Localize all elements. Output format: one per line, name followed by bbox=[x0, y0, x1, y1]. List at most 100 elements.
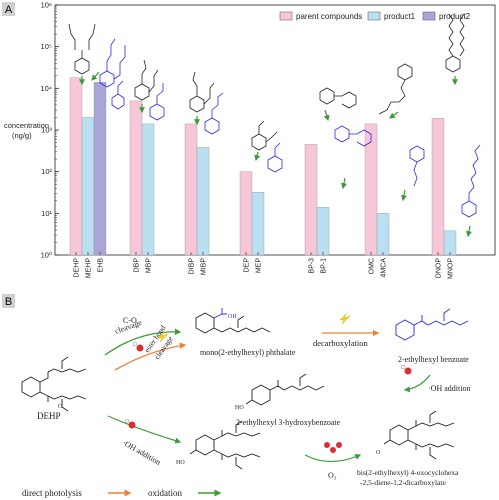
hydroxyl-radical-icon-3 bbox=[128, 421, 136, 429]
dehp-label: DEHP bbox=[37, 411, 61, 421]
panel-b-label: B bbox=[5, 296, 12, 308]
x-category-label: DEP bbox=[244, 258, 251, 273]
legend-swatch-parent bbox=[279, 11, 293, 21]
structure-mbp bbox=[149, 83, 165, 121]
mehp-acid-group bbox=[213, 308, 227, 319]
dehp-o-label: O bbox=[58, 404, 63, 410]
bar-4mca bbox=[376, 213, 390, 256]
structure-oxo-product bbox=[383, 410, 455, 460]
x-category-label: MEP bbox=[256, 258, 263, 274]
arrow-ester-cleavage bbox=[114, 342, 187, 371]
x-axis-labels: DEHP MEHP EHB DBP MBP DIBP MIBP DEP MEP BP-3 BP-1 O… bbox=[74, 252, 455, 279]
legend-swatch-product1 bbox=[367, 11, 381, 21]
y-tick-label: 10¹ bbox=[41, 209, 52, 218]
x-category-label: OMC bbox=[369, 258, 376, 274]
bar-mehp bbox=[81, 117, 95, 256]
lightning-icon bbox=[157, 331, 169, 343]
x-category-label: MBP bbox=[146, 258, 153, 274]
bar-omc bbox=[364, 123, 378, 256]
co-cleavage-label: C-O bbox=[123, 316, 137, 325]
oh-addition-right-label: ·OH addition bbox=[428, 384, 470, 393]
panel-b-tag-bg bbox=[2, 294, 15, 308]
x-category-label: 4MCA bbox=[381, 258, 388, 278]
legend-oxidation-label: oxidation bbox=[148, 488, 182, 498]
structure-mnop bbox=[461, 144, 481, 218]
ozone-atom-icon-2 bbox=[330, 447, 336, 453]
arrow-oh-addition-left bbox=[107, 415, 182, 444]
bar-chart: 10⁰ 10¹ 10² 10³ 10⁴ 10⁵ 10⁶ concentration (ng/… bbox=[4, 1, 496, 279]
structure-mehp-scheme bbox=[195, 312, 271, 334]
y-axis-label-line2: (ng/g) bbox=[12, 131, 32, 140]
oxo-label-line2: -2,5-diene-1,2-dicarboxylate bbox=[360, 478, 446, 487]
y-axis-label-line1: concentration bbox=[4, 121, 49, 130]
structure-dibp bbox=[189, 71, 215, 113]
arrow-bp1 bbox=[340, 177, 347, 190]
structure-bp1 bbox=[334, 125, 372, 147]
y-tick-label: 10⁰ bbox=[41, 251, 52, 260]
bar-dbp bbox=[129, 100, 143, 256]
hydrogen-atom-icon-3 bbox=[124, 418, 130, 424]
arrow-ozone bbox=[304, 454, 362, 463]
bar-mep bbox=[251, 192, 265, 256]
structure-mehp-ehb bbox=[99, 38, 126, 110]
arrow-bp3 bbox=[323, 109, 330, 122]
arrow-mnop bbox=[465, 225, 472, 238]
structure-mibp bbox=[204, 92, 224, 135]
lightning-icon-2 bbox=[339, 313, 351, 325]
y-tick-label: 10⁵ bbox=[41, 42, 52, 51]
bar-dibp bbox=[184, 123, 198, 256]
bar-mibp bbox=[196, 147, 210, 256]
bar-dnop bbox=[431, 118, 445, 256]
panel-a-tag-bg bbox=[2, 2, 15, 16]
bar-bp-3 bbox=[304, 144, 318, 256]
structure-dbp bbox=[134, 59, 159, 101]
hydrogen-atom-icon-2 bbox=[400, 364, 406, 370]
x-category-label: MEHP bbox=[86, 258, 93, 279]
y-tick-label: 10² bbox=[41, 167, 52, 176]
structure-dehp bbox=[68, 23, 96, 75]
legend: parent compounds product1 product2 bbox=[279, 11, 471, 21]
bar-dep bbox=[239, 171, 253, 256]
legend-label-product2: product2 bbox=[439, 12, 471, 21]
arrow-oh-addition-right bbox=[403, 374, 431, 393]
x-category-label: BP-1 bbox=[321, 258, 328, 274]
hydroxybenzoate-label: 2-ethylhexyl 3-hydroxybenzoate bbox=[236, 418, 341, 427]
x-category-label: BP-3 bbox=[309, 258, 316, 274]
chart-green-arrows bbox=[79, 71, 472, 238]
structure-bp3 bbox=[319, 87, 357, 109]
structure-mep bbox=[267, 142, 283, 173]
legend-swatch-product2 bbox=[422, 11, 436, 21]
x-category-label: DNOP bbox=[436, 258, 443, 279]
x-category-label: DBP bbox=[134, 258, 141, 273]
structure-ehb-scheme bbox=[395, 308, 469, 341]
oxo-label-line1: bis(2-ethylhexyl) 4-oxocyclohexa bbox=[357, 468, 459, 477]
structure-4mca bbox=[409, 145, 425, 187]
hydroxy-dehp-ho-label: HO bbox=[176, 460, 185, 466]
arrow-dehp-2 bbox=[91, 71, 100, 81]
hydroxyl-radical-icon bbox=[136, 344, 144, 352]
ozone-atom-icon-3 bbox=[336, 442, 342, 448]
x-category-label: MNOP bbox=[448, 258, 455, 279]
arrow-omc bbox=[389, 111, 399, 119]
mehp-oh-label: OH bbox=[228, 314, 237, 320]
decarboxylation-label: decarboxylation bbox=[313, 338, 369, 348]
x-category-label: DEHP bbox=[74, 258, 81, 278]
bar-mnop bbox=[443, 230, 457, 256]
legend-photolysis-label: direct photolysis bbox=[22, 488, 82, 498]
bar-series bbox=[69, 77, 457, 256]
mehp-label: mono(2-ethylhexyl) phthalate bbox=[200, 348, 296, 357]
oxo-o-label: O bbox=[376, 450, 381, 456]
scheme-legend: direct photolysis oxidation bbox=[22, 488, 222, 498]
arrow-dep bbox=[254, 151, 261, 162]
legend-label-parent: parent compounds bbox=[296, 12, 362, 21]
y-axis: 10⁰ 10¹ 10² 10³ 10⁴ 10⁵ 10⁶ bbox=[40, 1, 59, 260]
bar-dehp bbox=[69, 77, 83, 256]
bar-mbp bbox=[141, 123, 155, 256]
hydroxy-ho-label: HO bbox=[235, 405, 244, 411]
hydrogen-atom-icon bbox=[132, 341, 138, 347]
reaction-scheme: O DEHP C-O cleavage ester bond cleavage … bbox=[21, 308, 470, 498]
bar-ehb bbox=[93, 82, 107, 256]
x-category-label: DIBP bbox=[189, 258, 196, 275]
ozone-atom-icon-1 bbox=[324, 442, 330, 448]
